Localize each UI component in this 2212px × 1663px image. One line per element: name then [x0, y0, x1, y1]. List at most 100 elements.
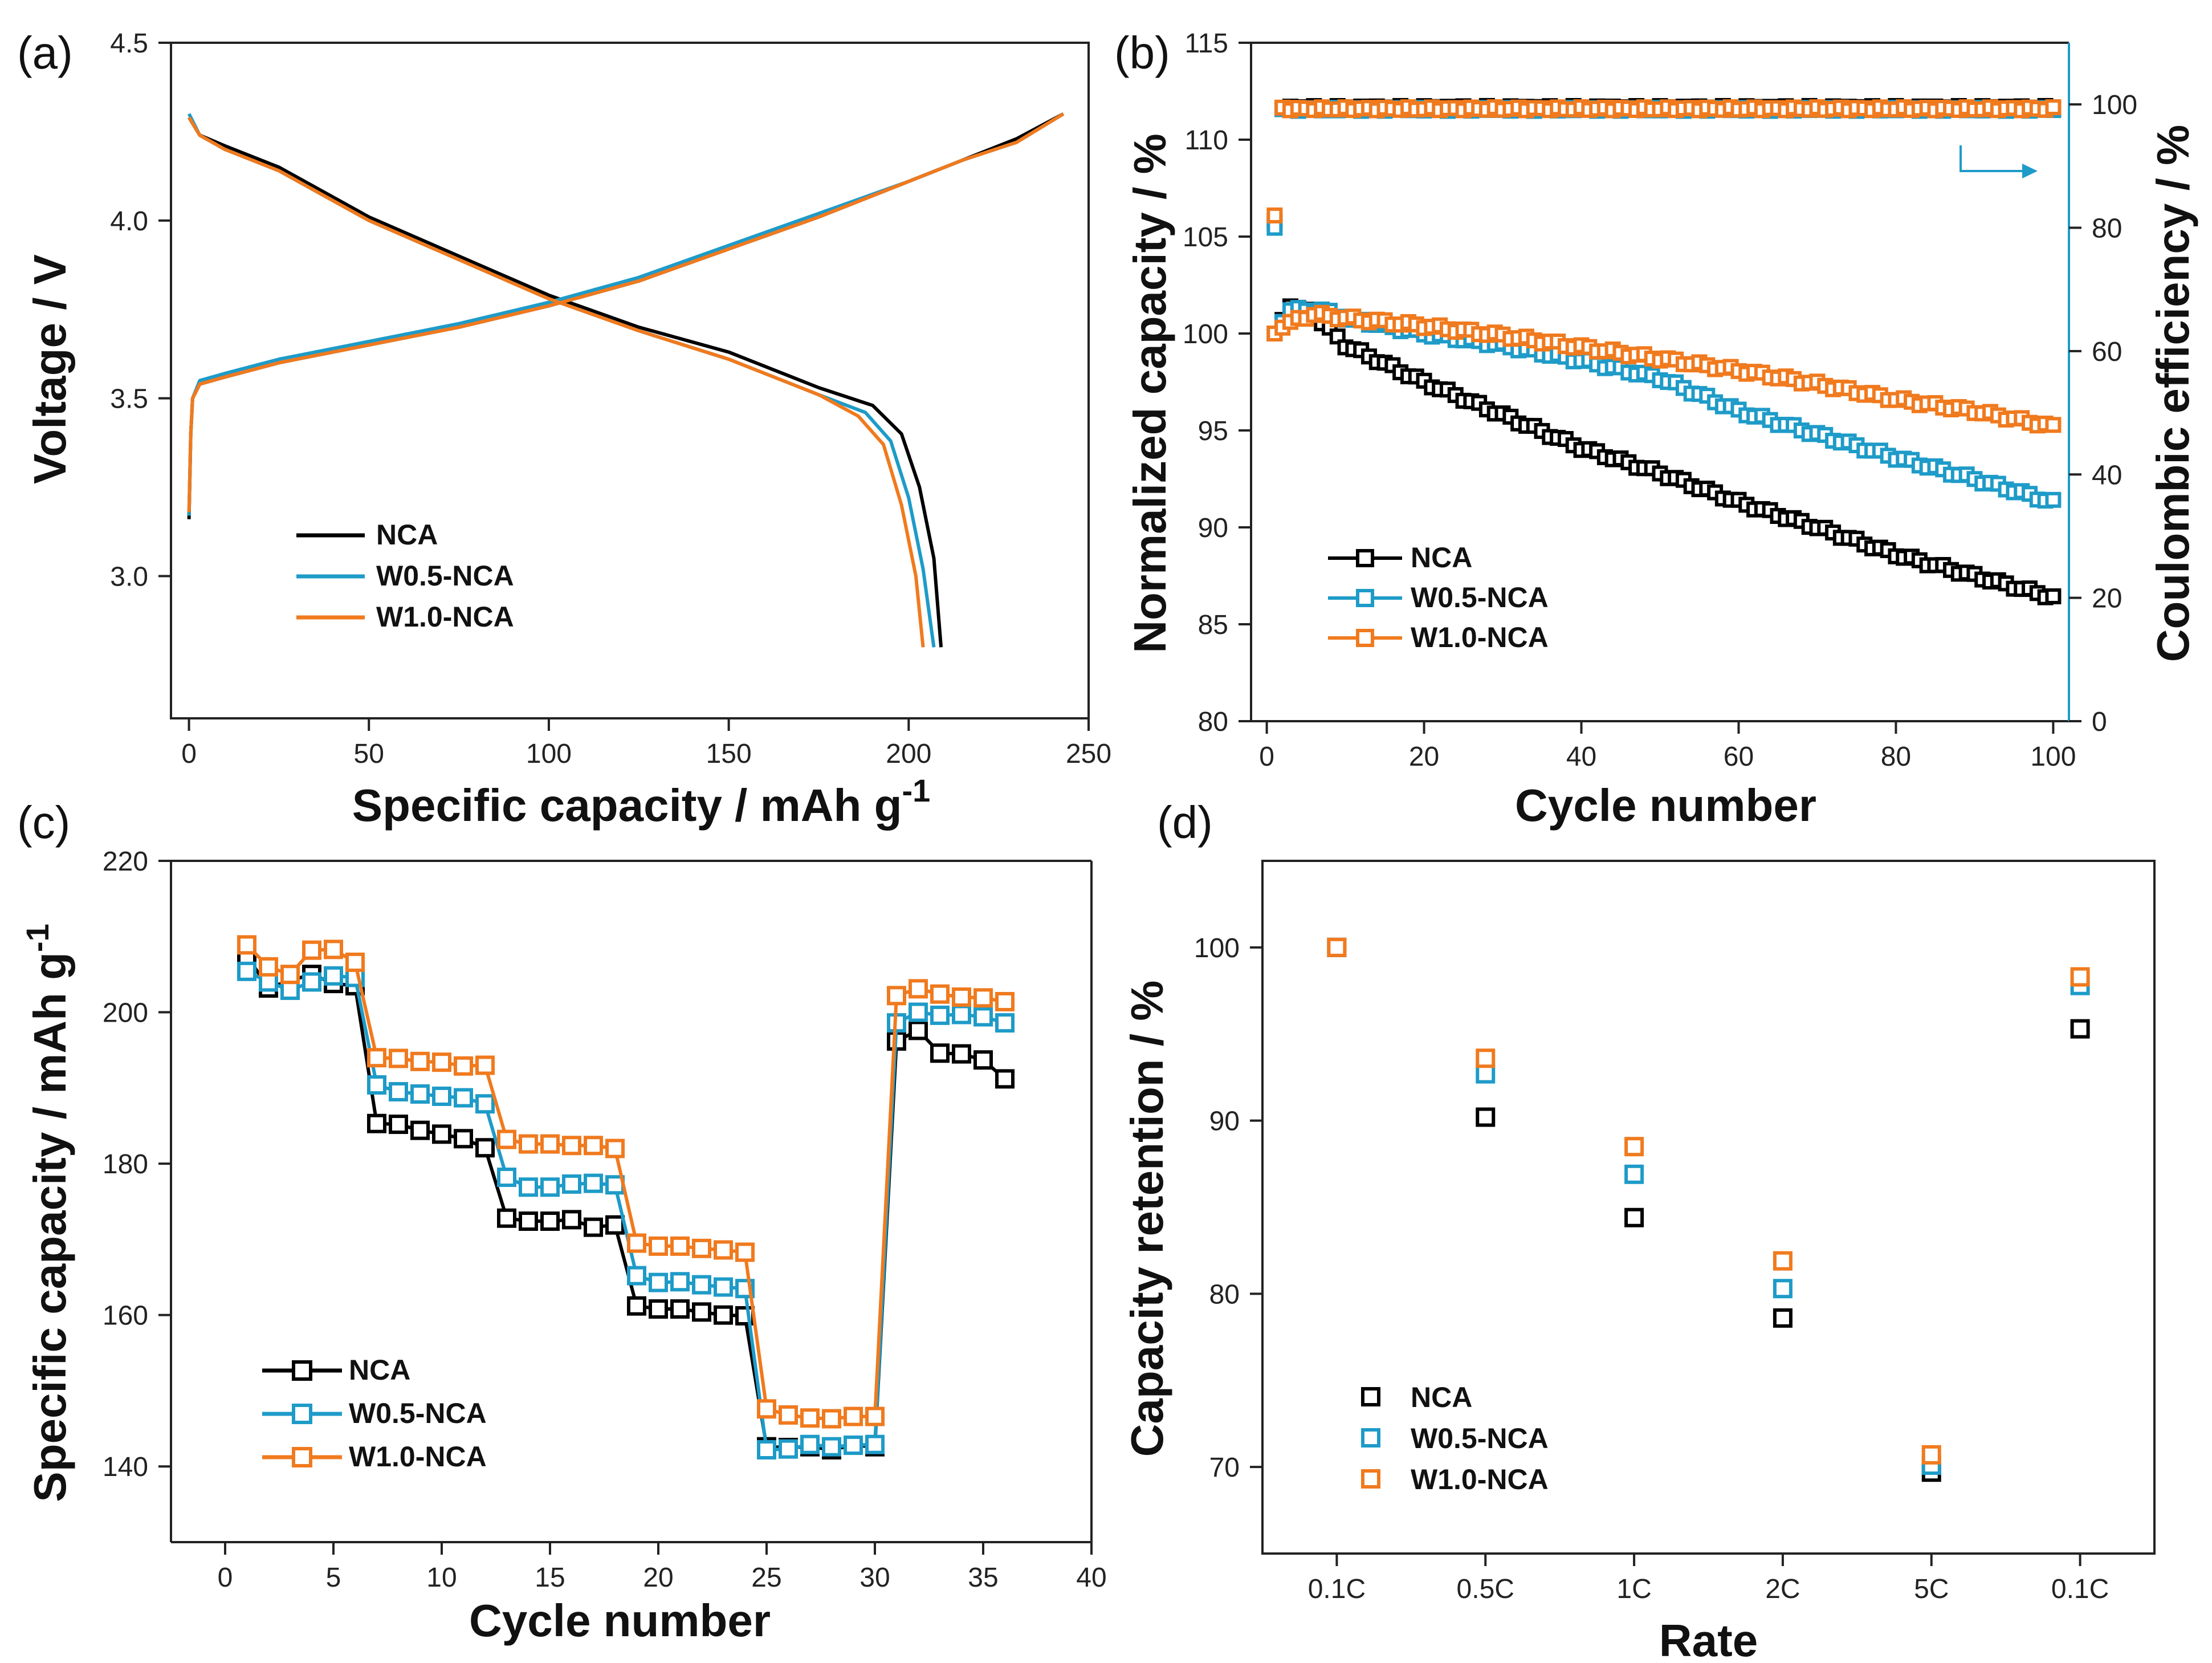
data-point-W0.5-NCA [627, 1266, 646, 1286]
data-point-W0.5-NCA [800, 1434, 820, 1454]
data-point-NCA [714, 1305, 733, 1325]
b-x-tick-label: 20 [1409, 742, 1439, 772]
data-point-NCA [519, 1211, 538, 1231]
data-point-W0.5-NCA [519, 1177, 538, 1197]
c-x-tick-label: 10 [426, 1563, 457, 1593]
c-x-axis-label: Cycle number [469, 1595, 771, 1646]
data-point-W0.5-NCA [432, 1086, 451, 1106]
data-point-W1.0-NCA [909, 979, 928, 999]
data-point-NCA [497, 1208, 516, 1228]
b-x-tick-label: 100 [2030, 742, 2076, 772]
data-point-NCA [584, 1217, 603, 1237]
d-x-tick-label: 1C [1616, 1574, 1651, 1604]
legend-marker-NCA [1356, 549, 1374, 567]
data-point-W1.0-NCA [259, 957, 278, 977]
data-point-NCA [649, 1299, 668, 1319]
data-point-W0.5-NCA [714, 1277, 733, 1297]
ce-point-W1.0-NCA [1266, 207, 1283, 223]
legend-marker-NCA [292, 1360, 312, 1381]
a-x-axis-label-sup: -1 [902, 772, 930, 808]
b-y2-tick-label: 40 [2092, 460, 2122, 490]
a-y-tick-label: 3.5 [110, 384, 148, 414]
series-W1.0-NCA-charge [187, 112, 1065, 513]
series-NCA-discharge [188, 116, 943, 648]
data-point-W1.0-NCA [670, 1236, 690, 1256]
data-point-W1.0-NCA [779, 1405, 798, 1425]
data-point-NCA [670, 1299, 690, 1319]
data-point-W0.5-NCA [995, 1013, 1015, 1033]
data-point-W1.0-NCA [1624, 1137, 1644, 1157]
data-point-W0.5-NCA [670, 1272, 690, 1292]
b-y-tick-label: 95 [1198, 416, 1228, 446]
d-y-axis-label: Capacity retention / % [1122, 981, 1172, 1457]
d-x-tick-label: 0.5C [1457, 1574, 1514, 1604]
legend-label-W1.0-NCA: W1.0-NCA [349, 1441, 487, 1473]
data-point-W0.5-NCA [757, 1440, 776, 1460]
data-point-W1.0-NCA [584, 1136, 603, 1156]
legend-marker-W1.0-NCA [1361, 1469, 1380, 1489]
data-point-W1.0-NCA [280, 965, 300, 985]
a-x-tick-label: 200 [886, 739, 931, 769]
legend-marker-W0.5-NCA [292, 1404, 312, 1424]
capacity-point-W0.5-NCA [2045, 491, 2062, 508]
data-point-W1.0-NCA [952, 987, 971, 1007]
legend-label-NCA: NCA [1411, 542, 1472, 574]
data-point-W0.5-NCA [454, 1088, 473, 1108]
data-point-W1.0-NCA [757, 1399, 776, 1419]
legend-label-W1.0-NCA: W1.0-NCA [376, 601, 514, 633]
c-x-tick-label: 15 [535, 1563, 565, 1593]
ce-axis-arrow-head [2022, 164, 2038, 178]
data-point-NCA [1773, 1308, 1793, 1328]
c-x-tick-label: 20 [643, 1563, 673, 1593]
c-x-tick-label: 0 [218, 1563, 233, 1593]
a-plot-frame [170, 42, 1090, 719]
data-point-W1.0-NCA [389, 1048, 408, 1068]
data-point-W0.5-NCA [237, 961, 256, 981]
b-y2-tick-label: 100 [2092, 90, 2137, 120]
data-point-W0.5-NCA [605, 1175, 625, 1195]
series-W1.0-NCA-discharge [188, 116, 925, 648]
data-point-W0.5-NCA [649, 1272, 668, 1292]
d-x-tick-label: 2C [1765, 1574, 1800, 1604]
data-point-NCA [995, 1069, 1015, 1089]
data-point-W0.5-NCA [1773, 1279, 1793, 1299]
data-point-NCA [1624, 1207, 1644, 1227]
data-point-NCA [692, 1302, 711, 1322]
data-point-W0.5-NCA [973, 1007, 993, 1027]
c-y-tick-label: 220 [103, 847, 148, 877]
data-point-W1.0-NCA [930, 984, 950, 1004]
data-point-W1.0-NCA [302, 940, 321, 960]
c-x-tick-label: 35 [968, 1563, 998, 1593]
data-point-NCA [454, 1129, 473, 1149]
data-point-W0.5-NCA [1624, 1164, 1644, 1184]
data-point-W1.0-NCA [345, 952, 365, 972]
legend-label-W0.5-NCA: W0.5-NCA [1411, 1422, 1549, 1454]
b-x-tick-label: 80 [1881, 742, 1911, 772]
panel-label-c: (c) [17, 797, 70, 848]
c-y-tick-label: 140 [103, 1452, 148, 1482]
data-point-W0.5-NCA [584, 1173, 603, 1193]
data-point-W0.5-NCA [367, 1075, 386, 1095]
data-point-NCA [930, 1043, 950, 1063]
a-y-tick-label: 4.5 [110, 29, 148, 59]
data-point-NCA [952, 1044, 971, 1064]
legend-label-W1.0-NCA: W1.0-NCA [1411, 1463, 1549, 1495]
c-x-tick-label: 25 [751, 1563, 781, 1593]
data-point-W1.0-NCA [367, 1048, 386, 1068]
b-x-tick-label: 60 [1724, 742, 1754, 772]
data-point-NCA [389, 1115, 408, 1135]
d-y-tick-label: 80 [1209, 1279, 1240, 1310]
panel-b: 0 20 40 60 80 100 80 85 90 95 100 105 110 115 0 20 40 60 8… [1114, 27, 2198, 831]
c-x-tick-label: 40 [1076, 1563, 1106, 1593]
b-y2-axis-label: Coulombic efficiency / % [2148, 125, 2198, 662]
c-y-tick-label: 200 [103, 998, 148, 1028]
legend-marker-NCA [1361, 1387, 1380, 1406]
data-point-W0.5-NCA [822, 1437, 841, 1457]
data-point-NCA [367, 1113, 386, 1133]
capacity-point-NCA [2045, 588, 2062, 604]
data-point-NCA [973, 1050, 993, 1070]
data-point-NCA [432, 1124, 451, 1144]
data-point-W0.5-NCA [779, 1439, 798, 1459]
